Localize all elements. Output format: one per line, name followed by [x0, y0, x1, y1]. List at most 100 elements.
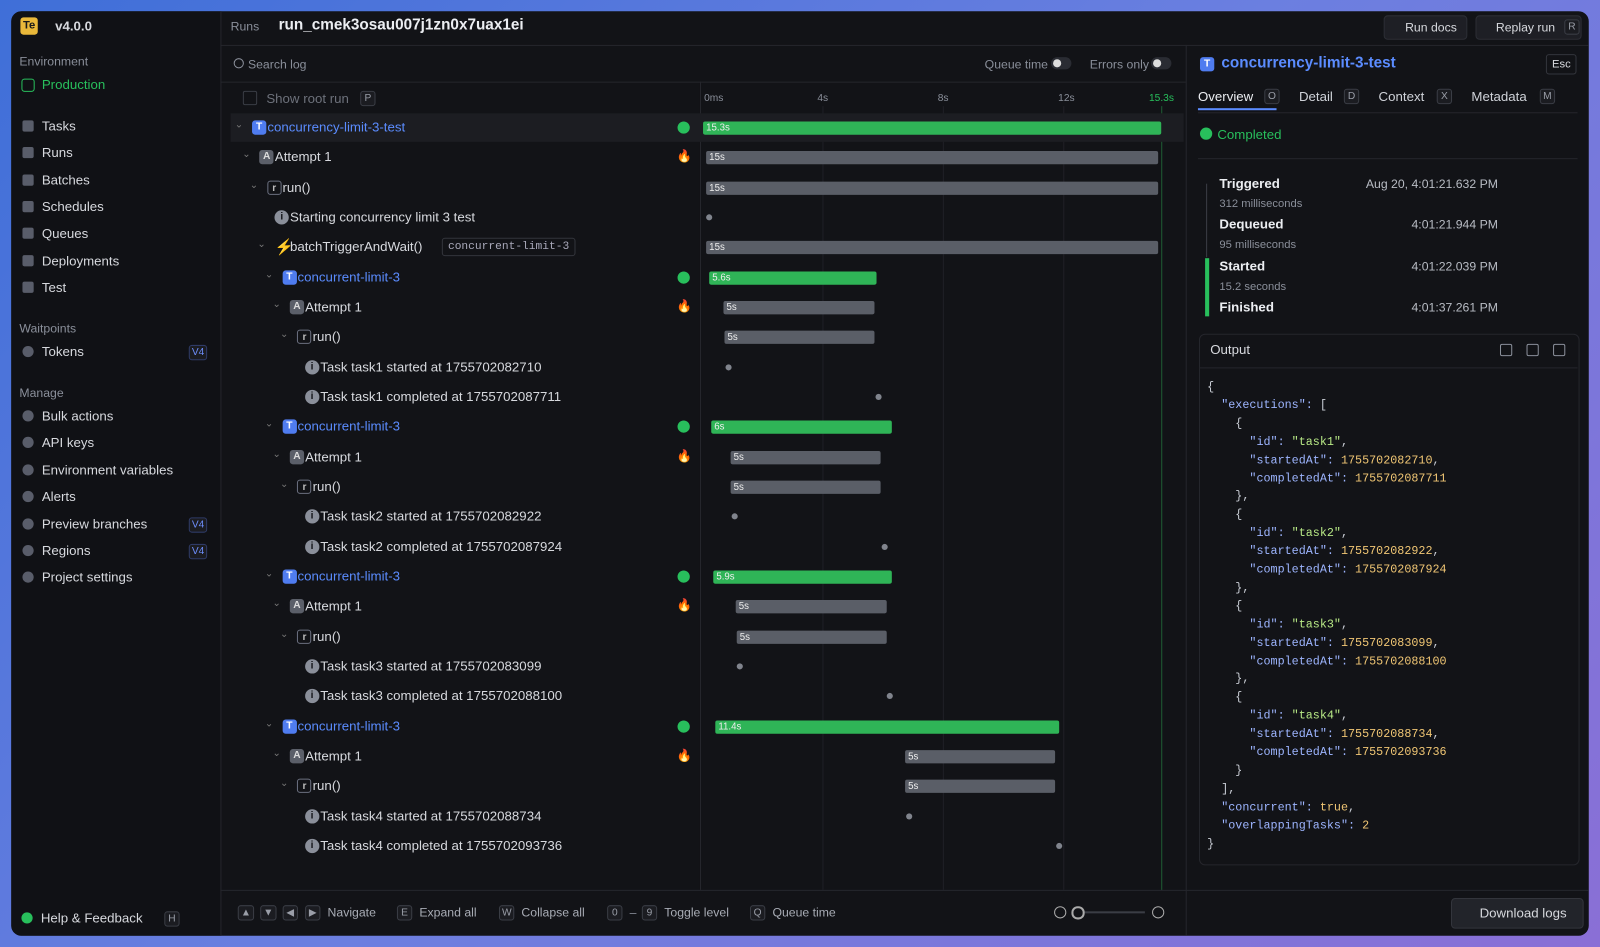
row-label[interactable]: Starting concurrency limit 3 test	[289, 209, 476, 225]
json-token	[1285, 527, 1292, 540]
span-duration: 5s	[726, 302, 737, 314]
row-label[interactable]: run()	[312, 628, 341, 644]
row-label[interactable]: Attempt 1	[305, 598, 362, 614]
row-label[interactable]: concurrent-limit-3	[297, 568, 401, 584]
row-label[interactable]: Task task4 started at 1755702088734	[320, 807, 542, 824]
task-icon: T	[1199, 57, 1215, 72]
row-label[interactable]: run()	[282, 179, 311, 195]
row-label[interactable]: run()	[312, 777, 341, 794]
event-time: Aug 20, 4:01:21.632 PM	[1365, 176, 1498, 191]
chevron: ⌄	[264, 718, 274, 730]
row-label[interactable]: Task task4 completed at 1755702093736	[320, 837, 563, 854]
row-label[interactable]: Attempt 1	[274, 149, 332, 165]
timeline-end	[1161, 106, 1163, 890]
row-icon: T	[282, 719, 297, 734]
row-label[interactable]: Attempt 1	[305, 298, 362, 315]
row-label[interactable]: Task task2 completed at 1755702087924	[320, 538, 563, 554]
button	[1451, 898, 1584, 929]
span-bar	[905, 749, 1056, 764]
nav-item[interactable]: Project settings	[41, 569, 133, 586]
row-icon: A	[289, 748, 305, 764]
row-label[interactable]: batchTriggerAndWait()	[289, 239, 423, 255]
show-root[interactable]: Show root run	[266, 90, 349, 107]
nav-item[interactable]: Tokens	[41, 343, 84, 360]
chevron: ⌄	[279, 478, 289, 490]
nav-item[interactable]: Queues	[41, 225, 89, 242]
env-label: Environment	[19, 54, 89, 69]
row-label[interactable]: Attempt 1	[305, 448, 362, 464]
row-label[interactable]: concurrent-limit-3	[297, 418, 401, 435]
json-token: "id":	[1249, 709, 1285, 723]
button-label[interactable]: Run docs	[1405, 20, 1457, 35]
row-label[interactable]: Task task3 started at 1755702083099	[320, 658, 542, 674]
row-label[interactable]: concurrency-limit-3-test	[267, 119, 406, 135]
json-token: "completedAt":	[1249, 745, 1348, 760]
row-label[interactable]: Task task2 started at 1755702082922	[320, 508, 542, 524]
json-token: "startedAt":	[1249, 545, 1334, 559]
nav-item[interactable]: Bulk actions	[41, 408, 114, 424]
detail-title: concurrency-limit-3-test	[1221, 54, 1396, 72]
row-label[interactable]: concurrent-limit-3	[297, 269, 401, 285]
shortcut-key: O	[1264, 88, 1280, 105]
event-dot	[731, 513, 738, 520]
json-token: 1755702088734	[1340, 727, 1433, 741]
shortcut-label: Queue time	[772, 905, 836, 920]
nav-item[interactable]: Test	[41, 279, 67, 295]
env-name[interactable]: Production	[41, 76, 106, 92]
nav-item[interactable]: Runs	[41, 145, 73, 161]
output-line: },	[1207, 673, 1249, 687]
row-label[interactable]: Task task1 completed at 1755702087711	[320, 388, 562, 405]
span-bar	[905, 779, 1056, 794]
button-label[interactable]: Replay run	[1495, 20, 1556, 35]
footer-divider	[220, 889, 1589, 891]
tab[interactable]: Metadata	[1471, 88, 1527, 105]
row-label[interactable]: concurrent-limit-3	[297, 718, 401, 734]
event-name: Started	[1219, 257, 1266, 274]
span-duration: 15.3s	[706, 122, 730, 134]
row-label[interactable]: Task task1 started at 1755702082710	[320, 358, 542, 375]
row-icon: r	[297, 479, 312, 494]
row-label[interactable]: run()	[312, 478, 341, 494]
json-token: 1755702093736	[1355, 745, 1447, 760]
chevron: ⌄	[234, 119, 244, 131]
nav-item[interactable]: Schedules	[41, 198, 104, 215]
chevron: ⌄	[279, 777, 289, 790]
tab[interactable]: Overview	[1197, 88, 1254, 105]
status-ok	[677, 121, 690, 134]
event-dot	[706, 214, 713, 221]
nav-item[interactable]: Preview branches	[41, 515, 148, 532]
tab[interactable]: Detail	[1298, 88, 1333, 105]
event-dot	[736, 663, 743, 670]
version[interactable]: v4.0.0	[55, 18, 92, 34]
row-label[interactable]: run()	[312, 328, 341, 345]
span-duration: 5s	[738, 601, 750, 613]
row-label[interactable]: Task task3 completed at 1755702088100	[320, 688, 563, 704]
nav-item[interactable]: Regions	[41, 542, 91, 559]
nav-item[interactable]: API keys	[41, 435, 95, 451]
span-bar	[736, 630, 887, 644]
help-link[interactable]: Help & Feedback	[40, 910, 143, 926]
close-button[interactable]: Esc	[1545, 54, 1577, 75]
nav-item[interactable]: Environment variables	[41, 462, 174, 478]
key-dash: –	[629, 905, 637, 920]
output-box	[1198, 333, 1580, 866]
tab[interactable]: Context	[1378, 88, 1425, 105]
status-ok	[677, 570, 690, 583]
event-dot	[906, 812, 913, 820]
run-id: run_cmek3osau007j1zn0x7uax1ei	[278, 16, 524, 34]
download-label[interactable]: Download logs	[1479, 905, 1567, 921]
chevron: ⌄	[272, 298, 282, 311]
nav-item[interactable]: Tasks	[41, 118, 76, 134]
nav-item[interactable]: Deployments	[41, 252, 120, 268]
nav-item[interactable]: Alerts	[41, 489, 76, 505]
nav-item[interactable]: Batches	[41, 172, 90, 188]
shortcut-label: Toggle level	[664, 905, 729, 920]
search-input[interactable]: Search log	[247, 57, 307, 72]
json-token: 1755702082710	[1340, 453, 1433, 467]
timeline-rail-active	[1205, 258, 1210, 317]
checkbox	[242, 90, 258, 106]
row-label[interactable]: Attempt 1	[305, 747, 362, 764]
span-duration: 6s	[714, 421, 725, 433]
breadcrumb[interactable]: Runs	[230, 19, 260, 34]
toggle-label: Queue time	[984, 57, 1048, 72]
